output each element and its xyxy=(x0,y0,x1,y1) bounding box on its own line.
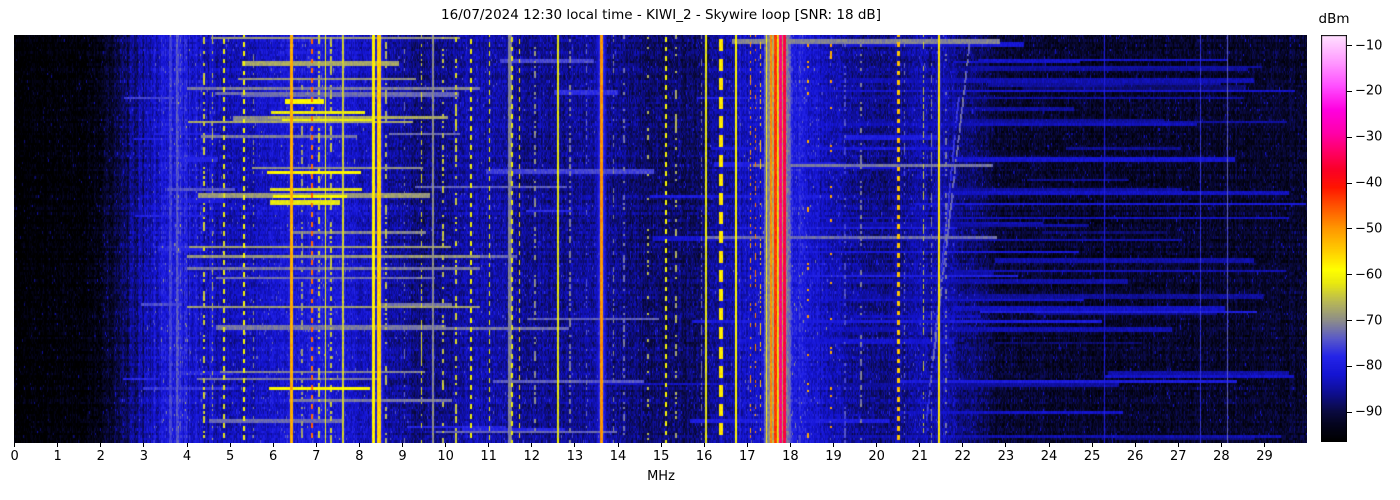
waterfall-heatmap-canvas xyxy=(14,35,1307,443)
x-tick-mark xyxy=(57,443,59,447)
x-tick-label: 23 xyxy=(997,449,1015,464)
x-tick-mark xyxy=(1220,443,1222,447)
colorbar-tick-mark xyxy=(1347,136,1352,138)
colorbar-tick-label: −50 xyxy=(1355,221,1383,237)
x-tick-label: 24 xyxy=(1040,449,1058,464)
x-axis-label: MHz xyxy=(647,469,675,484)
x-tick-label: 8 xyxy=(355,449,364,464)
x-tick-label: 29 xyxy=(1256,449,1273,464)
x-tick-mark xyxy=(962,443,964,447)
colorbar-tick-mark xyxy=(1347,320,1352,322)
x-tick-label: 14 xyxy=(609,449,627,464)
x-tick-mark xyxy=(229,443,231,447)
x-tick-label: 25 xyxy=(1083,449,1101,464)
x-tick-label: 19 xyxy=(825,449,842,464)
x-tick-mark xyxy=(445,443,447,447)
x-tick-mark xyxy=(358,443,360,447)
x-tick-label: 1 xyxy=(53,449,62,464)
colorbar-tick-label: −20 xyxy=(1355,83,1383,99)
x-tick-mark xyxy=(876,443,878,447)
x-tick-label: 18 xyxy=(782,449,799,464)
colorbar-tick-mark xyxy=(1347,411,1352,413)
x-tick-label: 0 xyxy=(10,449,19,464)
x-tick-mark xyxy=(1091,443,1093,447)
x-tick-mark xyxy=(1005,443,1007,447)
x-tick-label: 12 xyxy=(523,449,541,464)
x-tick-label: 26 xyxy=(1126,449,1144,464)
x-tick-mark xyxy=(617,443,619,447)
x-tick-mark xyxy=(100,443,102,447)
colorbar-tick-label: −80 xyxy=(1355,358,1383,374)
x-tick-label: 4 xyxy=(182,449,192,464)
x-tick-label: 21 xyxy=(911,449,928,464)
x-tick-label: 2 xyxy=(96,449,105,464)
x-tick-mark xyxy=(1048,443,1050,447)
colorbar-tick-mark xyxy=(1347,90,1352,92)
x-tick-label: 16 xyxy=(695,449,713,464)
colorbar-tick-label: −90 xyxy=(1355,404,1383,420)
colorbar-tick-mark xyxy=(1347,274,1352,276)
x-tick-label: 11 xyxy=(480,449,497,464)
x-tick-mark xyxy=(186,443,188,447)
x-tick-mark xyxy=(919,443,921,447)
colorbar-tick-label: −40 xyxy=(1355,175,1383,191)
x-tick-mark xyxy=(315,443,317,447)
x-tick-mark xyxy=(833,443,834,447)
x-tick-label: 7 xyxy=(312,449,321,464)
x-tick-mark xyxy=(531,443,533,447)
x-tick-label: 15 xyxy=(652,449,670,464)
colorbar-tick-label: −10 xyxy=(1355,38,1383,54)
colorbar-tick-mark xyxy=(1347,45,1352,47)
x-tick-mark xyxy=(143,443,145,447)
x-tick-label: 13 xyxy=(566,449,584,464)
chart-title: 16/07/2024 12:30 local time - KIWI_2 - S… xyxy=(441,7,881,23)
x-tick-mark xyxy=(1264,443,1265,447)
x-tick-label: 20 xyxy=(868,449,885,464)
x-tick-label: 6 xyxy=(269,449,278,464)
x-tick-mark xyxy=(1134,443,1136,447)
colorbar-tick-label: −30 xyxy=(1355,129,1383,145)
x-tick-label: 10 xyxy=(437,449,454,464)
x-tick-mark xyxy=(746,443,748,447)
colorbar-label: dBm xyxy=(1318,11,1350,27)
x-tick-label: 27 xyxy=(1170,449,1187,464)
x-tick-mark xyxy=(272,443,274,447)
colorbar-tick-label: −60 xyxy=(1355,267,1383,283)
x-tick-mark xyxy=(660,443,662,447)
x-tick-mark xyxy=(789,443,791,447)
x-tick-mark xyxy=(574,443,576,447)
x-tick-mark xyxy=(402,443,403,447)
x-tick-mark xyxy=(703,443,705,447)
x-tick-label: 3 xyxy=(139,449,149,464)
colorbar-tick-label: −70 xyxy=(1355,313,1383,329)
x-tick-label: 17 xyxy=(739,449,756,464)
x-tick-label: 28 xyxy=(1213,449,1230,464)
x-tick-label: 5 xyxy=(225,449,235,464)
colorbar-tick-mark xyxy=(1347,182,1352,184)
x-tick-label: 9 xyxy=(398,449,407,464)
colorbar-tick-mark xyxy=(1347,228,1352,230)
x-tick-mark xyxy=(14,443,16,447)
x-tick-mark xyxy=(1177,443,1179,447)
colorbar-gradient xyxy=(1321,35,1347,442)
colorbar-tick-mark xyxy=(1347,365,1352,367)
x-tick-label: 22 xyxy=(954,449,972,464)
x-tick-mark xyxy=(488,443,490,447)
